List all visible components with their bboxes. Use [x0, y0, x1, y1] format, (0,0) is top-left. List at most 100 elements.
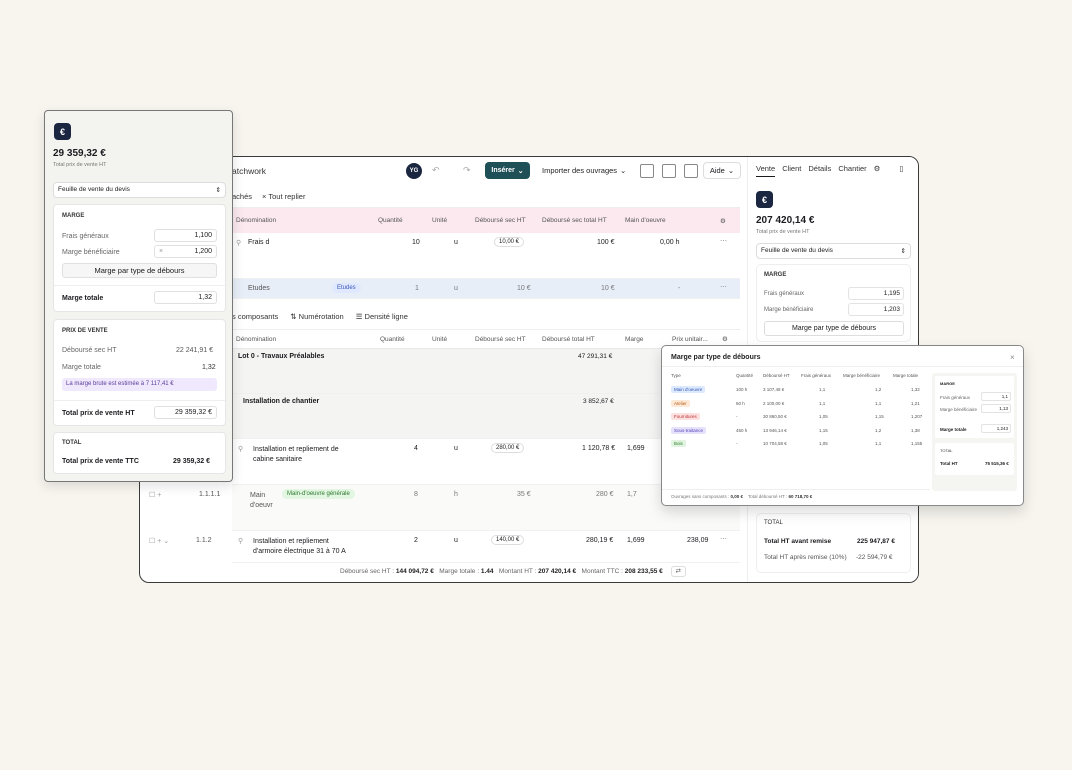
row-unit-cost[interactable]: 10,00 €: [494, 237, 525, 247]
side-total-field[interactable]: 1,243: [981, 424, 1011, 433]
row-unit-cost[interactable]: 140,00 €: [491, 535, 525, 545]
frais-field[interactable]: 1,100: [154, 229, 217, 242]
row-cost: 10 704,58 €: [763, 441, 787, 446]
type-table-row[interactable]: Sous-traitance 450 h 13 946,14 € 1,15 1,2 1,3…: [671, 425, 929, 439]
row-unit-cost[interactable]: 280,00 €: [491, 443, 525, 453]
panel-tabs: Vente Client Détails Chantier ⚙ ▯: [756, 164, 904, 177]
density-button[interactable]: ☰ Densité ligne: [356, 312, 408, 321]
total-ht-field[interactable]: 29 359,32 €: [154, 406, 217, 419]
marge-totale-field[interactable]: 1,32: [154, 291, 217, 304]
multiply-icon: ×: [159, 248, 164, 255]
table-row[interactable]: ☐ + ⌄ 1.1.2 ⚲ Installation et repliement…: [149, 531, 740, 563]
col-unite: Unité: [432, 217, 448, 224]
checkbox[interactable]: ☐ + ⌄: [149, 538, 170, 545]
col-frais: Frais généraux: [801, 373, 832, 378]
benef-field[interactable]: × 1,200: [154, 245, 217, 258]
row-name: Installation et repliement d'armoire éle…: [253, 537, 346, 557]
lot-total: 47 291,31 €: [578, 353, 613, 360]
numbering-button[interactable]: ⇅ Numérotation: [290, 312, 343, 321]
marge-totale-label: Marge totale: [62, 364, 101, 371]
table-row-etudes[interactable]: Etudes Etudes 1 u 10 € 10 € - ⋯: [232, 279, 740, 299]
benef-field[interactable]: 1,203: [848, 303, 904, 316]
chevron-updown-icon: ⇕: [900, 248, 906, 255]
row-frais: 1,05: [819, 414, 828, 419]
row-unit: h: [454, 491, 458, 498]
row-name: Etudes: [248, 285, 270, 292]
tab-details[interactable]: Détails: [808, 164, 832, 173]
total-ht-label: Total prix de vente HT: [62, 410, 135, 417]
side-total-ht-value: 75 515,36 €: [985, 461, 1009, 466]
side-benef-field[interactable]: 1,13: [981, 404, 1011, 413]
insert-label: Insérer: [491, 167, 515, 174]
help-button[interactable]: Aide ⌄: [703, 162, 741, 179]
type-table-row[interactable]: Bois - 10 704,58 € 1,05 1,1 1,155: [671, 438, 929, 452]
category-tag: Main-d'oeuvre générale: [282, 489, 355, 499]
divider: [54, 400, 227, 401]
euro-icon: €: [756, 191, 773, 208]
total-card: TOTAL Total prix de vente TTC 29 359,32 …: [53, 432, 226, 474]
type-table-row[interactable]: Atelier 60 h 2 100,00 € 1,1 1,1 1,21: [671, 398, 929, 412]
more-icon[interactable]: ⋯: [720, 284, 727, 291]
tab-client[interactable]: Client: [782, 164, 802, 173]
type-table-row[interactable]: Main d'oeuvre 100 h 3 107,48 € 1,1 1,2 1,32: [671, 384, 929, 398]
table-row[interactable]: ⚲ Frais d 10 u 10,00 € 100 € 0,00 h ⋯: [232, 233, 740, 279]
components-toggle[interactable]: s composants: [232, 312, 279, 321]
sale-amount: 207 420,14 €: [756, 215, 815, 226]
sort-icon: ⇅: [290, 312, 297, 321]
type-table-row[interactable]: Fournitures - 30 860,50 € 1,05 1,15 1,207: [671, 411, 929, 425]
close-icon[interactable]: ×: [1010, 353, 1015, 362]
summary-footer: Déboursé sec HT : 144 094,72 € Marge tot…: [340, 566, 686, 577]
footer-left-value: 0,00 €: [730, 494, 744, 499]
row-name: Main d'oeuvr: [250, 491, 273, 511]
import-button[interactable]: Importer des ouvrages ⌄: [538, 162, 630, 179]
section-name: Installation de chantier: [243, 398, 320, 405]
insert-button[interactable]: Insérer ⌄: [485, 162, 530, 179]
row-benef: 1,15: [875, 414, 884, 419]
section-total: 3 852,67 €: [583, 398, 614, 405]
side-total-title: TOTAL: [940, 448, 953, 453]
settings-icon[interactable]: ⚙: [722, 336, 728, 343]
row-qty: 100 h: [736, 387, 748, 392]
benef-label: Marge bénéficiaire: [764, 307, 814, 313]
type-tag: Sous-traitance: [671, 426, 707, 434]
avatar[interactable]: YG: [406, 163, 422, 179]
settings-icon[interactable]: ⚙: [873, 164, 881, 173]
monitor-icon[interactable]: [684, 164, 698, 178]
more-icon[interactable]: ⋯: [720, 238, 727, 245]
sheet-select[interactable]: Feuille de vente du devis ⇕: [756, 243, 911, 259]
hidden-items-toggle[interactable]: achés: [232, 192, 253, 201]
table-row[interactable]: ☐ + 1.1.1.1 Main d'oeuvr Main-d'oeuvre g…: [149, 485, 740, 531]
row-unit: u: [454, 239, 458, 246]
undo-icon[interactable]: ↶: [432, 165, 440, 175]
settings-icon[interactable]: ⚙: [720, 217, 726, 225]
tab-vente[interactable]: Vente: [756, 164, 776, 177]
margin-by-type-button[interactable]: Marge par type de débours: [764, 321, 904, 336]
sheet-select[interactable]: Feuille de vente du devis ⇕: [53, 182, 226, 198]
footer-debourse-label: Déboursé sec HT :: [340, 568, 395, 575]
footer-debourse-value: 144 094,72 €: [395, 568, 434, 575]
row-margin: 1,7: [627, 491, 637, 498]
collapse-all-button[interactable]: × Tout replier: [262, 192, 305, 201]
type-tag: Atelier: [671, 399, 690, 407]
checkbox[interactable]: ☐ +: [149, 492, 162, 499]
frais-field[interactable]: 1,195: [848, 287, 904, 300]
more-icon[interactable]: ⋯: [720, 536, 727, 543]
margin-by-type-button[interactable]: Marge par type de débours: [62, 263, 217, 278]
document-icon[interactable]: [640, 164, 654, 178]
grid-icon[interactable]: [662, 164, 676, 178]
table-row-section[interactable]: Installation de chantier 3 852,67 €: [232, 394, 740, 439]
col-debourse-sec: Déboursé sec HT: [475, 217, 526, 224]
side-frais-field[interactable]: 1,1: [981, 392, 1011, 401]
table-row-lot[interactable]: Lot 0 - Travaux Préalables 47 291,31 €: [232, 349, 740, 394]
swap-icon[interactable]: ⇄: [670, 566, 686, 577]
app-title: atchwork: [232, 166, 267, 176]
footer-marge-value: 1.44: [480, 568, 494, 575]
total-ttc-value: 29 359,32 €: [173, 458, 210, 465]
footer-left-label: Ouvrages sans composants :: [671, 494, 730, 499]
lot-name: Lot 0 - Travaux Préalables: [238, 353, 325, 360]
table-row[interactable]: ⚲ Installation et repliement de cabine s…: [232, 439, 740, 485]
tab-chantier[interactable]: Chantier: [838, 164, 867, 173]
redo-icon[interactable]: ↷: [463, 165, 471, 175]
sidebar-toggle-icon[interactable]: ▯: [899, 164, 904, 173]
footer-marge-label: Marge totale :: [439, 568, 480, 575]
